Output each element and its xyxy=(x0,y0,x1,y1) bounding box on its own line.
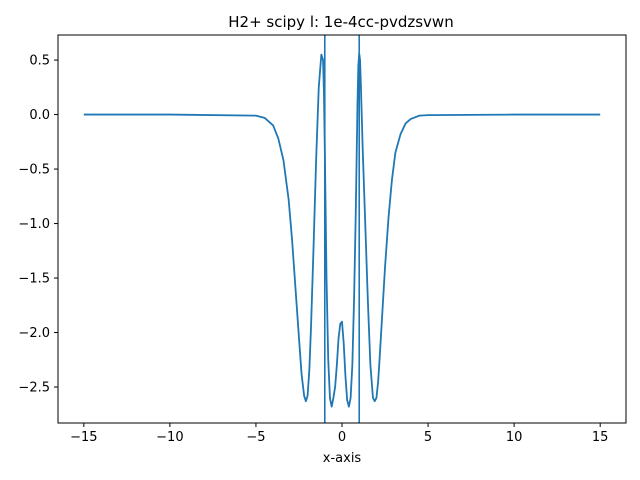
y-tick-label: −1.0 xyxy=(18,217,50,232)
y-tick-label: 0.0 xyxy=(29,108,50,123)
y-tick-label: −1.5 xyxy=(18,272,50,287)
x-tick-label: 10 xyxy=(506,430,523,445)
x-tick-label: 15 xyxy=(592,430,609,445)
x-tick-label: −15 xyxy=(70,430,97,445)
y-tick-label: −2.0 xyxy=(18,326,50,341)
x-tick-label: 5 xyxy=(424,430,432,445)
chart-title: H2+ scipy l: 1e-4cc-pvdzsvwn xyxy=(228,13,453,31)
y-axis: 0.5 0.0 −0.5 −1.0 −1.5 −2.0 −2.5 xyxy=(18,54,58,396)
y-tick-label: 0.5 xyxy=(29,54,50,69)
x-axis: −15 −10 −5 0 5 10 15 xyxy=(70,423,608,445)
y-tick-label: −0.5 xyxy=(18,163,50,178)
x-tick-label: 0 xyxy=(338,430,346,445)
y-tick-label: −2.5 xyxy=(18,381,50,396)
x-axis-label: x-axis xyxy=(323,451,362,466)
plot-area xyxy=(83,35,601,423)
series-line-0 xyxy=(83,52,601,408)
x-tick-label: −5 xyxy=(246,430,265,445)
x-tick-label: −10 xyxy=(156,430,183,445)
axes-frame xyxy=(57,34,627,424)
